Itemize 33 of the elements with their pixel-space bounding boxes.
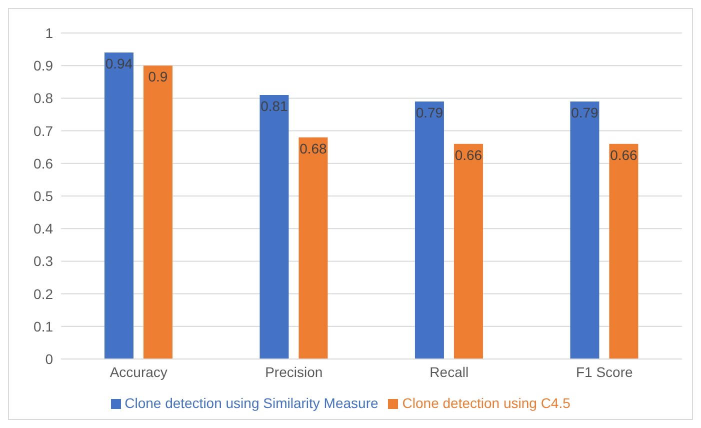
y-tick-label: 0.7 [34,122,54,139]
data-label: 0.81 [260,98,288,114]
bar [298,137,328,359]
legend-label: Clone detection using C4.5 [402,395,570,411]
y-tick-label: 0.9 [34,58,54,74]
x-tick-label: Recall [430,364,469,380]
y-tick-label: 0.6 [34,155,54,172]
data-label: 0.79 [416,104,444,120]
bar [609,144,638,359]
x-tick-label: Precision [265,364,323,380]
x-tick-label: F1 Score [576,364,633,380]
data-label: 0.66 [610,146,638,163]
y-tick-label: 0.8 [34,90,54,106]
y-tick-label: 0.3 [34,253,54,270]
data-label: 0.9 [148,68,168,85]
bar [454,144,483,359]
y-tick-label: 0.2 [34,286,54,302]
legend-label: Clone detection using Similarity Measure [124,395,378,411]
y-tick-label: 1 [45,24,54,41]
bar [570,101,600,359]
data-label: 0.66 [454,146,482,163]
y-tick-label: 0.5 [34,188,54,204]
bar [414,101,444,359]
bar [143,66,172,359]
data-label: 0.94 [105,56,133,72]
y-tick-label: 0.1 [34,318,54,334]
data-label: 0.79 [571,104,599,120]
y-tick-label: 0 [45,350,54,367]
y-tick-label: 0.4 [34,220,54,237]
bar [260,94,289,359]
bar [104,52,134,359]
data-label: 0.68 [300,140,328,156]
x-tick-label: Accuracy [110,364,168,380]
